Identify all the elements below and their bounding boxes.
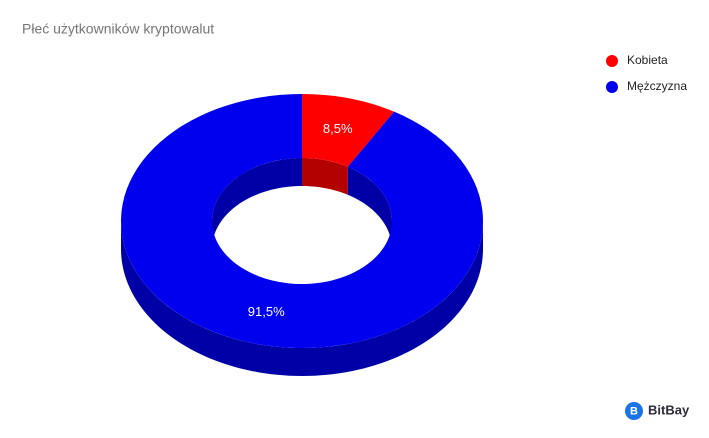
outer-wall (121, 221, 483, 376)
donut-slice (302, 94, 395, 167)
donut-slice (121, 94, 484, 349)
chart-title: Płeć użytkowników kryptowalut (22, 21, 214, 37)
value-label: 8,5% (323, 121, 353, 136)
brand-name: BitBay (648, 402, 690, 417)
legend-swatch (606, 55, 618, 67)
brand-icon (625, 402, 643, 420)
legend-swatch (606, 81, 618, 93)
inner-wall (212, 158, 302, 249)
inner-wall (302, 158, 348, 195)
inner-wall (347, 166, 392, 249)
legend-label: Kobieta (627, 53, 668, 67)
brand-logo: B BitBay (625, 402, 690, 420)
value-label: 91,5% (248, 304, 285, 319)
legend-label: Mężczyzna (627, 79, 687, 93)
brand-icon-letter: B (630, 405, 638, 417)
